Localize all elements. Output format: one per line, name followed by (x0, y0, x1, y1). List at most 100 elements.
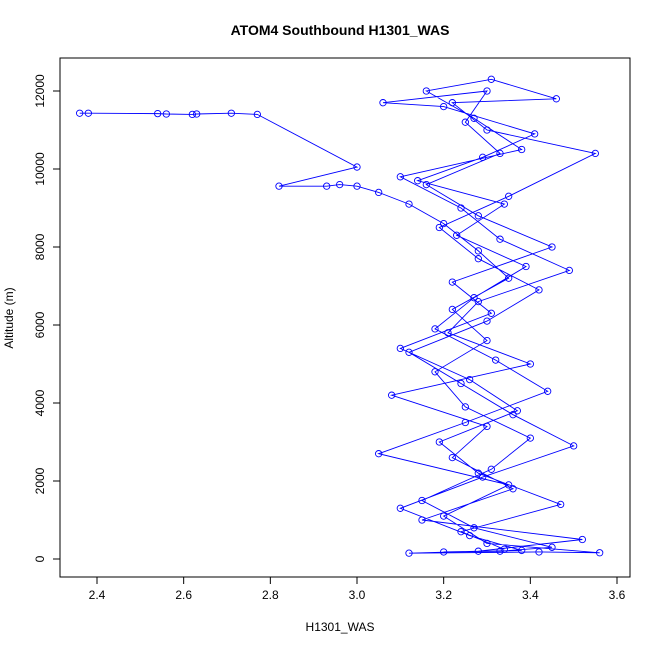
point (353, 182, 361, 190)
point (154, 109, 162, 118)
point (84, 109, 92, 117)
point (435, 438, 443, 446)
point (487, 75, 495, 83)
point (479, 473, 487, 481)
point (422, 180, 430, 189)
point (253, 110, 261, 119)
point (457, 204, 465, 212)
point (474, 547, 482, 555)
point (548, 543, 556, 551)
plot-frame (59, 57, 631, 578)
point (375, 450, 383, 458)
point (474, 247, 482, 255)
point (414, 177, 422, 185)
x-tick-label: 3.2 (435, 588, 452, 602)
point (188, 110, 196, 119)
point (76, 109, 84, 117)
point (466, 375, 474, 384)
point (552, 95, 560, 103)
y-axis-label: Altitude (m) (2, 287, 16, 348)
point (388, 391, 396, 399)
point (479, 153, 487, 161)
point (548, 243, 556, 251)
point (518, 145, 526, 154)
point (448, 305, 456, 314)
point (405, 348, 413, 356)
point (470, 294, 478, 302)
point (418, 496, 426, 505)
point (483, 126, 491, 134)
point (275, 182, 283, 190)
point (526, 360, 534, 368)
point (336, 180, 344, 189)
point (509, 485, 517, 493)
point (557, 500, 565, 509)
point (461, 418, 469, 427)
point (496, 547, 504, 555)
point (483, 336, 491, 345)
point (353, 163, 361, 171)
y-tick-label: 8000 (33, 233, 47, 260)
point (487, 465, 495, 473)
point (323, 182, 331, 190)
point (596, 549, 604, 557)
point (440, 102, 448, 111)
point (509, 411, 517, 419)
point (505, 192, 513, 200)
point (193, 110, 201, 118)
point (405, 549, 413, 557)
point (526, 434, 534, 442)
point (496, 235, 504, 243)
point (565, 266, 573, 275)
point (448, 278, 456, 286)
point (591, 149, 599, 158)
y-tick-label: 0 (33, 555, 47, 562)
point (544, 387, 552, 395)
x-tick-label: 2.4 (89, 588, 106, 602)
point (500, 200, 508, 208)
point (578, 535, 586, 544)
point (522, 262, 530, 271)
point (375, 188, 383, 197)
y-tick-label: 4000 (33, 389, 47, 416)
point (535, 548, 543, 556)
point (474, 297, 482, 306)
point (431, 325, 439, 333)
point (453, 231, 461, 239)
x-tick-label: 3.6 (609, 588, 626, 602)
chart-title: ATOM4 Southbound H1301_WAS (231, 22, 450, 38)
point (405, 200, 413, 208)
x-tick-label: 3.4 (522, 588, 539, 602)
point (518, 546, 526, 555)
point (496, 149, 504, 158)
point (531, 130, 539, 138)
x-tick-label: 2.8 (262, 588, 279, 602)
point (227, 109, 235, 117)
point (535, 286, 543, 294)
x-tick-label: 3.0 (349, 588, 366, 602)
point (570, 442, 578, 450)
point (379, 99, 387, 107)
point (448, 453, 456, 462)
point (466, 531, 474, 540)
point (505, 274, 513, 282)
point (440, 548, 448, 556)
y-tick-label: 2000 (33, 467, 47, 494)
point (444, 329, 452, 337)
point (396, 344, 404, 353)
point (474, 255, 482, 263)
point (431, 368, 439, 376)
point (505, 481, 513, 489)
y-tick-label: 6000 (33, 311, 47, 338)
point (457, 528, 465, 536)
point (418, 516, 426, 524)
point (461, 403, 469, 411)
point (440, 219, 448, 228)
point (396, 173, 404, 181)
point (487, 309, 495, 317)
point (461, 118, 469, 126)
point (513, 407, 521, 415)
y-tick-label: 10000 (33, 152, 47, 186)
